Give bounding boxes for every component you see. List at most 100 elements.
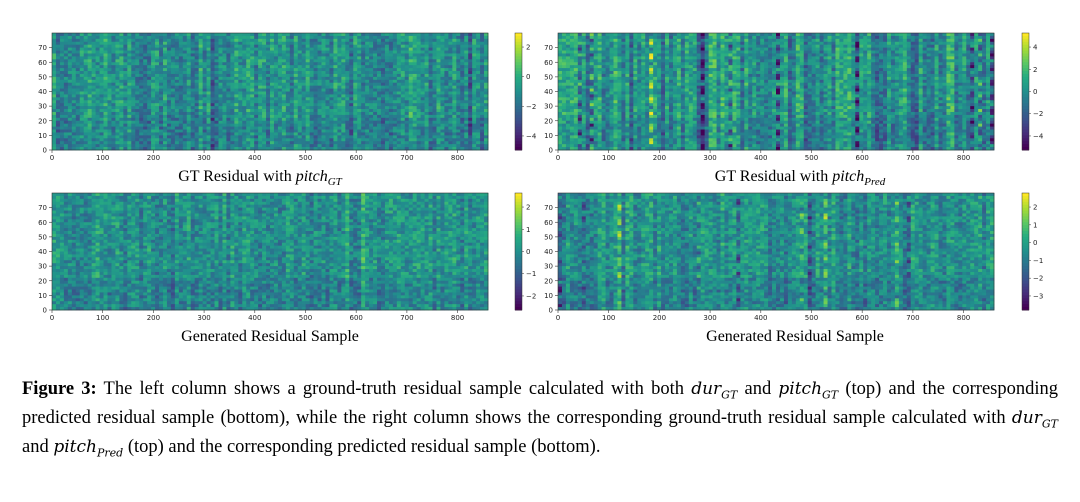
colorbar-tick-label: −4 — [1033, 132, 1044, 140]
colorbar-tick-label: 1 — [1033, 221, 1037, 229]
colorbar-tick-label: 2 — [526, 204, 530, 212]
x-tick-label: 600 — [349, 314, 362, 320]
y-tick-label: 70 — [38, 204, 47, 212]
y-tick-label: 30 — [544, 263, 553, 271]
x-tick-label: 800 — [957, 314, 970, 320]
y-tick-label: 30 — [544, 103, 553, 111]
x-tick-label: 500 — [299, 154, 312, 162]
figure-label: Figure 3: — [22, 379, 97, 399]
y-tick-label: 0 — [43, 147, 47, 155]
x-tick-label: 300 — [197, 154, 210, 162]
x-tick-label: 500 — [805, 314, 818, 320]
heatmap-cells-bottom-left — [52, 193, 489, 311]
heatmap-cells-top-left — [52, 33, 489, 151]
y-tick-label: 40 — [544, 248, 553, 256]
y-tick-label: 40 — [38, 248, 47, 256]
x-tick-label: 300 — [703, 154, 716, 162]
x-tick-label: 800 — [957, 154, 970, 162]
x-tick-label: 200 — [653, 154, 666, 162]
x-tick-label: 600 — [855, 154, 868, 162]
x-tick-label: 400 — [248, 314, 261, 320]
x-tick-label: 0 — [50, 314, 54, 320]
x-tick-label: 600 — [855, 314, 868, 320]
y-tick-label: 20 — [38, 117, 47, 125]
x-tick-label: 800 — [451, 154, 464, 162]
y-tick-label: 40 — [544, 88, 553, 96]
colorbar-tick-label: −1 — [526, 270, 536, 278]
caption-bottom-right: Generated Residual Sample — [706, 328, 884, 345]
colorbar-tick-label: 1 — [526, 226, 530, 234]
colorbar-bottom-right — [1021, 192, 1030, 311]
colorbar-tick-label: 0 — [1033, 239, 1037, 247]
x-tick-label: 700 — [400, 154, 413, 162]
y-tick-label: 50 — [38, 73, 47, 81]
y-tick-label: 60 — [544, 59, 553, 67]
heatmap-top-left: 0 100 200 300 400 500 600 700 800010203040506070… — [38, 32, 537, 162]
y-tick-label: 70 — [544, 204, 553, 212]
colorbar-tick-label: 2 — [1033, 66, 1037, 74]
y-tick-label: 30 — [38, 263, 47, 271]
y-tick-label: 0 — [43, 307, 47, 315]
colorbar-tick-label: −2 — [1033, 275, 1043, 283]
x-tick-label: 200 — [147, 154, 160, 162]
colorbar-top-right — [1021, 32, 1030, 151]
colorbar-tick-label: 0 — [526, 248, 530, 256]
heatmap-bottom-left: 0 100 200 300 400 500 600 700 800010203040506070… — [38, 192, 536, 320]
colorbar-tick-label: 2 — [526, 44, 530, 52]
x-tick-label: 300 — [703, 314, 716, 320]
x-tick-label: 300 — [197, 314, 210, 320]
y-tick-label: 40 — [38, 88, 47, 96]
x-tick-label: 100 — [96, 154, 109, 162]
y-tick-label: 10 — [544, 132, 553, 140]
x-tick-label: 100 — [96, 314, 109, 320]
heatmap-bottom-right: 0 100 200 300 400 500 600 700 800010203040506070… — [544, 192, 1043, 320]
x-tick-label: 0 — [556, 154, 560, 162]
caption-top-right: GT Residual with pitchPred — [714, 168, 886, 189]
x-tick-label: 0 — [50, 154, 54, 162]
y-tick-label: 50 — [544, 73, 553, 81]
colorbar-tick-label: 2 — [1033, 204, 1037, 212]
x-tick-label: 800 — [451, 314, 464, 320]
x-tick-label: 100 — [602, 154, 615, 162]
y-tick-label: 50 — [544, 233, 553, 241]
caption-bottom-left: Generated Residual Sample — [181, 328, 359, 345]
colorbar-tick-label: −1 — [1033, 257, 1043, 265]
y-tick-label: 20 — [38, 277, 47, 285]
caption-top-left: GT Residual with pitchGT — [178, 168, 342, 189]
y-tick-label: 70 — [544, 44, 553, 52]
x-tick-label: 200 — [653, 314, 666, 320]
y-tick-label: 10 — [38, 132, 47, 140]
y-tick-label: 10 — [544, 292, 553, 300]
figure-caption: Figure 3: The left column shows a ground… — [22, 379, 1058, 460]
y-tick-label: 60 — [38, 219, 47, 227]
x-tick-label: 100 — [602, 314, 615, 320]
y-tick-label: 60 — [544, 219, 553, 227]
x-tick-label: 500 — [805, 154, 818, 162]
colorbar-tick-label: −2 — [526, 292, 536, 300]
y-tick-label: 30 — [38, 103, 47, 111]
heatmap-cells-bottom-right — [558, 193, 995, 311]
y-tick-label: 0 — [549, 147, 553, 155]
colorbar-tick-label: −4 — [526, 132, 537, 140]
colorbar-tick-label: −2 — [526, 103, 536, 111]
colorbar-tick-label: −2 — [1033, 110, 1043, 118]
x-tick-label: 700 — [400, 314, 413, 320]
y-tick-label: 50 — [38, 233, 47, 241]
y-tick-label: 20 — [544, 277, 553, 285]
y-tick-label: 0 — [549, 307, 553, 315]
y-tick-label: 10 — [38, 292, 47, 300]
heatmap-cells-top-right — [558, 33, 995, 151]
x-tick-label: 400 — [754, 154, 767, 162]
y-tick-label: 60 — [38, 59, 47, 67]
colorbar-top-left — [514, 32, 523, 151]
colorbar-bottom-left — [514, 192, 523, 311]
x-tick-label: 700 — [906, 154, 919, 162]
x-tick-label: 400 — [754, 314, 767, 320]
x-tick-label: 400 — [248, 154, 261, 162]
y-tick-label: 70 — [38, 44, 47, 52]
x-tick-label: 700 — [906, 314, 919, 320]
heatmap-top-right: 0 100 200 300 400 500 600 700 800010203040506070… — [544, 32, 1044, 162]
colorbar-tick-label: 0 — [1033, 88, 1037, 96]
x-tick-label: 0 — [556, 314, 560, 320]
x-tick-label: 200 — [147, 314, 160, 320]
